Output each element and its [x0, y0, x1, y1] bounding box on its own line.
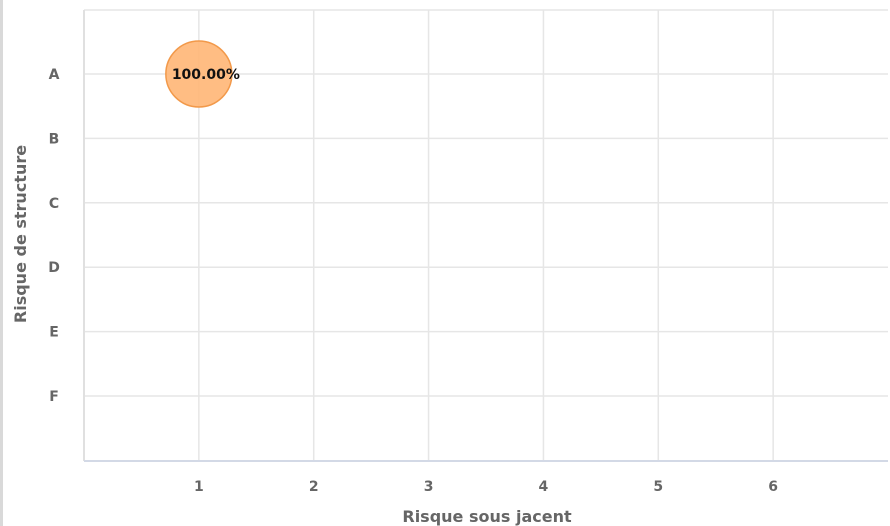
x-tick-label: 6	[768, 479, 778, 495]
bubble[interactable]	[165, 40, 233, 108]
bubbles: 100.00%	[165, 40, 240, 108]
y-tick-labels: A B C D E F	[48, 67, 60, 405]
x-tick-labels: 1 2 3 4 5 6	[194, 479, 778, 495]
y-tick-label: F	[49, 389, 59, 405]
x-tick-label: 2	[309, 479, 319, 495]
y-tick-label: C	[49, 196, 59, 212]
grid	[84, 9, 888, 461]
x-tick-label: 4	[539, 479, 549, 495]
y-tick-label: A	[49, 67, 60, 83]
y-axis-title: Risque de structure	[11, 145, 30, 323]
panel-edge	[0, 0, 3, 526]
y-tick-label: B	[49, 131, 60, 147]
x-tick-label: 5	[653, 479, 663, 495]
bubble-label: 100.00%	[172, 67, 240, 83]
x-tick-label: 1	[194, 479, 204, 495]
y-tick-label: D	[48, 260, 60, 276]
y-tick-label: E	[49, 325, 59, 341]
axes	[83, 10, 888, 462]
x-tick-label: 3	[424, 479, 434, 495]
x-axis-title: Risque sous jacent	[402, 507, 572, 526]
